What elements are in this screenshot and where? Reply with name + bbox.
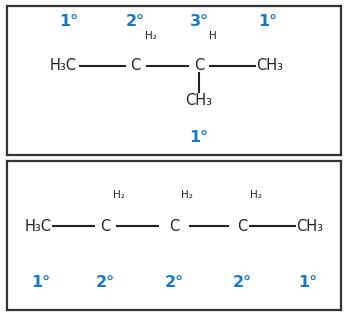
Text: CH₃: CH₃ xyxy=(296,219,323,234)
Text: C: C xyxy=(169,219,179,234)
Text: 1°: 1° xyxy=(190,130,208,145)
Text: H₂: H₂ xyxy=(113,190,125,200)
Text: 1°: 1° xyxy=(298,276,317,290)
Text: CH₃: CH₃ xyxy=(256,58,283,73)
Text: 1°: 1° xyxy=(258,14,277,29)
Text: 3°: 3° xyxy=(190,14,208,29)
Text: H: H xyxy=(208,31,216,40)
Text: 2°: 2° xyxy=(96,276,115,290)
Text: 1°: 1° xyxy=(59,14,78,29)
Text: 2°: 2° xyxy=(126,14,145,29)
Text: H₂: H₂ xyxy=(181,190,193,200)
Text: H₃C: H₃C xyxy=(50,58,77,73)
Text: H₂: H₂ xyxy=(250,190,262,200)
Text: H₂: H₂ xyxy=(145,31,157,40)
Text: CH₃: CH₃ xyxy=(185,93,213,107)
Text: 1°: 1° xyxy=(31,276,50,290)
Text: C: C xyxy=(237,219,248,234)
Text: 2°: 2° xyxy=(233,276,252,290)
Text: C: C xyxy=(100,219,111,234)
Text: 2°: 2° xyxy=(165,276,183,290)
Text: C: C xyxy=(130,58,141,73)
Text: H₃C: H₃C xyxy=(25,219,52,234)
Text: C: C xyxy=(194,58,204,73)
